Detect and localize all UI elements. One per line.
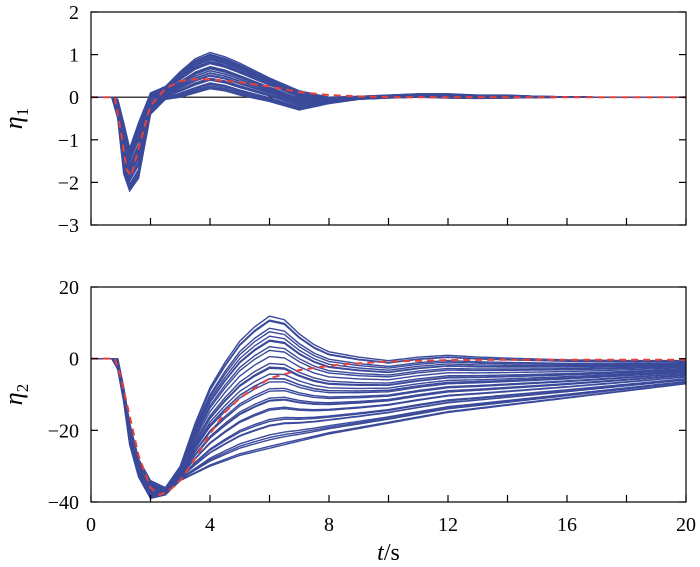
y-tick-label: 20 (59, 277, 79, 299)
plot-area (91, 315, 686, 500)
trace-line (91, 85, 686, 190)
trace-line (91, 357, 686, 499)
y-axis-label-symbol: η (0, 116, 28, 129)
x-tick-label: 8 (324, 514, 334, 536)
trace-line (91, 357, 686, 496)
x-tick-label: 16 (557, 514, 577, 536)
x-axis-label-unit: /s (384, 540, 400, 566)
y-axis-label-symbol: η (0, 392, 28, 405)
y-tick-label: −1 (58, 130, 79, 152)
y-axis-label: η2 (0, 384, 32, 405)
trace-line (91, 327, 686, 490)
y-tick-label: 2 (69, 2, 79, 24)
trace-line (91, 357, 686, 492)
mean-line (91, 78, 686, 179)
eta1-panel: 210−1−2−3η1 (0, 2, 687, 237)
y-tick-label: −3 (58, 215, 79, 237)
y-tick-label: −20 (48, 420, 79, 442)
y-axis-label-subscript: 1 (13, 108, 32, 117)
trace-line (91, 54, 686, 154)
plot-frame (90, 11, 687, 226)
trace-line (91, 357, 686, 492)
eta2-panel: 20 0 −20 −40 0 4 8 12 16 20 η2 t/s (0, 277, 696, 566)
trace-line (91, 54, 686, 155)
trace-line (91, 315, 686, 489)
y-axis-label: η1 (0, 108, 32, 129)
x-tick-label: 0 (86, 514, 96, 536)
x-axis-label: t/s (377, 540, 400, 566)
trace-line (91, 357, 686, 498)
plot-area (91, 51, 686, 193)
x-tick-label: 12 (438, 514, 458, 536)
trace-line (91, 357, 686, 493)
trace-line (91, 355, 686, 491)
trace-line (91, 87, 686, 193)
x-tick-label: 20 (676, 514, 696, 536)
trace-line (91, 86, 686, 191)
y-tick-label: 0 (69, 349, 79, 371)
trace-line (91, 86, 686, 192)
trace-line (91, 51, 686, 151)
x-axis-label-var: t (377, 540, 385, 566)
y-axis-label-subscript: 2 (13, 384, 32, 393)
trace-line (91, 83, 686, 188)
mean-line (91, 357, 686, 496)
trace-line (91, 357, 686, 497)
y-tick-label: −2 (58, 172, 79, 194)
y-tick-label: 0 (69, 87, 79, 109)
x-tick-label: 4 (205, 514, 215, 536)
trace-line (91, 53, 686, 153)
trace-line (91, 68, 686, 170)
trace-line (91, 357, 686, 493)
y-tick-label: −40 (48, 492, 79, 514)
y-tick-label: 1 (69, 45, 79, 67)
trace-line (91, 357, 686, 494)
